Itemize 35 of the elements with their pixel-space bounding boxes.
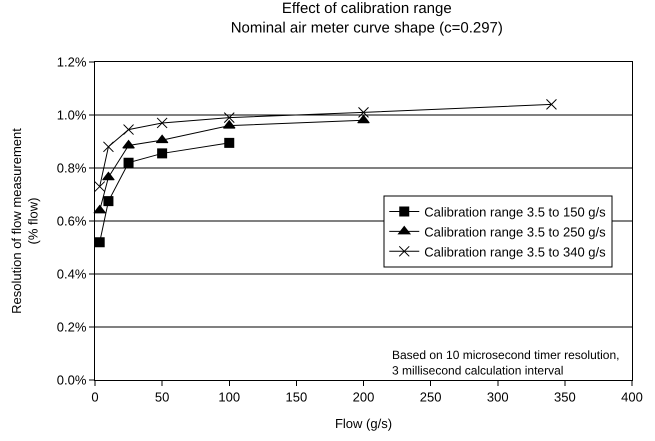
x-tick-label: 250: [420, 390, 442, 405]
x-tick-label: 200: [352, 390, 374, 405]
y-tick-label: 1.2%: [56, 54, 87, 70]
legend-label: Calibration range 3.5 to 340 g/s: [424, 244, 606, 260]
point: [103, 196, 114, 206]
point: [157, 148, 168, 158]
x-tick-label: 0: [91, 390, 99, 405]
y-axis-title: Resolution of flow measurement (% flow): [8, 128, 41, 314]
y-tick-label: 0.2%: [56, 320, 87, 335]
point: [546, 98, 557, 110]
legend-label: Calibration range 3.5 to 250 g/s: [424, 224, 606, 240]
point: [224, 138, 234, 148]
point: [94, 181, 106, 192]
y-tick-label: 0.0%: [56, 372, 87, 388]
point: [156, 117, 168, 128]
point: [94, 237, 105, 248]
x-axis-title: Flow (g/s): [334, 416, 392, 432]
x-tick-label: 300: [486, 390, 509, 405]
x-tick-label: 350: [554, 390, 576, 405]
point: [124, 158, 134, 168]
y-tick-label: 0.8%: [56, 160, 87, 176]
y-tick-label: 1.0%: [56, 108, 87, 123]
x-tick-label: 400: [621, 390, 643, 405]
chart-title: Effect of calibration range Nominal air meter curve shape (c=0.297): [230, 0, 503, 37]
point: [358, 106, 369, 118]
point: [224, 112, 235, 124]
x-tick-label: 150: [286, 390, 308, 405]
annotation: Based on 10 microsecond timer resolution, 3 millisecond calculation interval: [392, 348, 620, 378]
x-tick-label: 100: [218, 390, 240, 405]
point: [102, 141, 114, 152]
point: [123, 124, 134, 136]
y-tick-label: 0.6%: [56, 214, 87, 229]
legend-label: Calibration range 3.5 to 150 g/s: [424, 204, 606, 220]
y-tick-label: 0.4%: [56, 266, 87, 282]
x-tick-label: 50: [154, 390, 170, 405]
